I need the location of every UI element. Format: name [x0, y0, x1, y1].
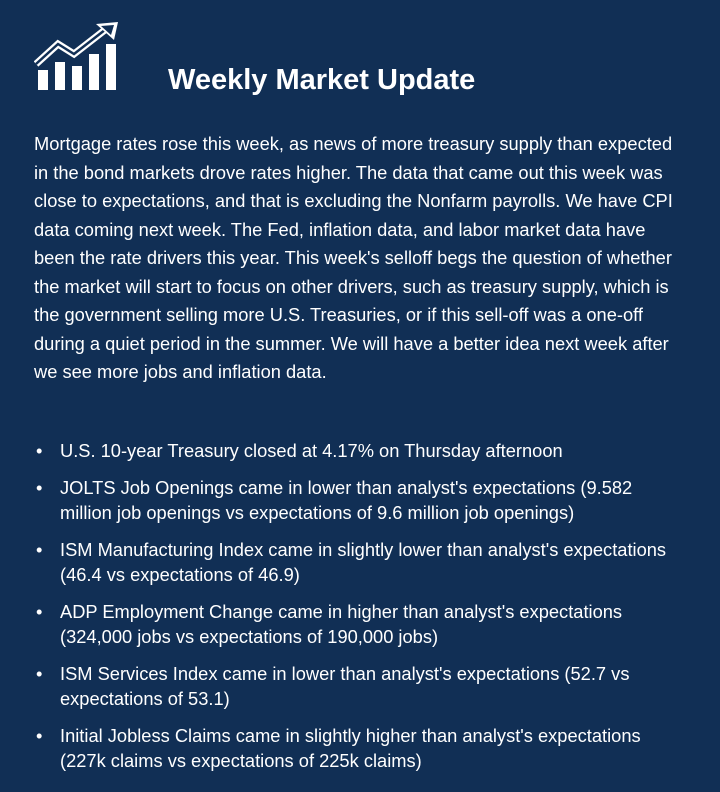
list-item: • Initial Jobless Claims came in slightly…	[34, 723, 686, 773]
list-item: • ISM Manufacturing Index came in slightl…	[34, 537, 686, 587]
bullet-icon: •	[36, 663, 43, 684]
list-item: • ISM Services Index came in lower than a…	[34, 661, 686, 711]
bullet-icon: •	[36, 539, 43, 560]
list-item: • JOLTS Job Openings came in lower than a…	[34, 475, 686, 525]
intro-paragraph: Mortgage rates rose this week, as news o…	[34, 133, 673, 382]
list-item: • ADP Employment Change came in higher th…	[34, 599, 686, 649]
bar-chart-trend-up-icon	[34, 22, 118, 90]
list-item-text: ISM Manufacturing Index came in slightly…	[60, 539, 667, 585]
bullet-icon: •	[36, 725, 43, 746]
list-item-text: U.S. 10-year Treasury closed at 4.17% on…	[60, 440, 563, 461]
bullet-list: • U.S. 10-year Treasury closed at 4.17% o…	[34, 438, 686, 785]
bullet-icon: •	[36, 440, 43, 461]
header: Weekly Market Update	[0, 0, 720, 120]
bullet-icon: •	[36, 477, 43, 498]
page-title: Weekly Market Update	[168, 64, 476, 96]
list-item-text: Initial Jobless Claims came in slightly …	[60, 725, 641, 771]
list-item-text: ADP Employment Change came in higher tha…	[60, 601, 623, 647]
list-item-text: JOLTS Job Openings came in lower than an…	[60, 477, 633, 523]
bullet-icon: •	[36, 601, 43, 622]
list-item: • U.S. 10-year Treasury closed at 4.17% o…	[34, 438, 686, 463]
list-item-text: ISM Services Index came in lower than an…	[60, 663, 630, 709]
